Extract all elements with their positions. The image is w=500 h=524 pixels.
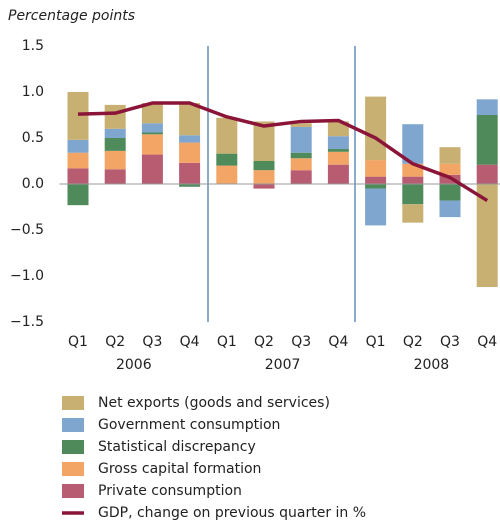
bar-segment: [365, 96, 387, 161]
bar-segment: [104, 169, 126, 184]
bar-segment: [402, 176, 424, 184]
x-group-label: 2006: [116, 357, 152, 373]
bar-segment: [290, 126, 312, 153]
legend-swatch: [62, 418, 84, 432]
bar-segment: [327, 136, 349, 150]
legend-label: Gross capital formation: [98, 461, 261, 477]
bar-segment: [67, 92, 89, 140]
bar-segment: [439, 184, 461, 201]
bar-segment: [179, 184, 201, 187]
x-group-label: 2008: [414, 357, 450, 373]
bar-segment: [67, 152, 89, 169]
bar-segment: [141, 132, 163, 135]
x-tick-label: Q2: [254, 334, 274, 350]
legend-label: Private consumption: [98, 483, 242, 499]
y-tick-label: −1.0: [10, 268, 44, 284]
bar-segment: [179, 162, 201, 184]
bar-segment: [476, 184, 498, 288]
y-axis-label: Percentage points: [8, 8, 135, 24]
bar-segment: [365, 188, 387, 226]
legend-swatch: [62, 484, 84, 498]
bar-segment: [327, 121, 349, 137]
bar-segment: [216, 165, 238, 184]
bar-segment: [141, 134, 163, 155]
bar-segment: [141, 123, 163, 133]
bar-segment: [67, 184, 89, 206]
bar-segment: [179, 135, 201, 143]
bar-segment: [179, 103, 201, 136]
bar-segment: [402, 184, 424, 205]
y-tick-label: −0.5: [10, 222, 44, 238]
bar-segment: [253, 121, 275, 161]
bar-segment: [253, 161, 275, 171]
x-tick-label: Q2: [403, 334, 423, 350]
legend-swatch: [62, 396, 84, 410]
bar-segment: [67, 139, 89, 153]
y-tick-label: 1.0: [22, 84, 44, 100]
bar-segment: [365, 176, 387, 184]
bar-segment: [476, 99, 498, 115]
legend-label: Net exports (goods and services): [98, 395, 330, 411]
bar-segment: [439, 147, 461, 164]
x-tick-label: Q1: [366, 334, 386, 350]
bar-segment: [141, 154, 163, 184]
x-tick-label: Q3: [291, 334, 311, 350]
bar-segment: [327, 164, 349, 184]
gdp-line: [77, 101, 489, 203]
y-tick-label: −1.5: [10, 314, 44, 330]
x-tick-label: Q1: [217, 334, 237, 350]
bar-segment: [327, 151, 349, 165]
x-tick-label: Q3: [142, 334, 162, 350]
legend-swatch: [62, 440, 84, 454]
y-tick-label: 0.5: [22, 130, 44, 146]
bar-segment: [365, 160, 387, 177]
bar-segment: [141, 103, 163, 124]
bar-segment: [253, 184, 275, 189]
bar-segment: [104, 128, 126, 138]
y-tick-label: 0.0: [22, 176, 44, 192]
bar-segment: [67, 168, 89, 184]
y-tick-label: 1.5: [22, 38, 44, 54]
bar-segment: [253, 170, 275, 184]
x-tick-label: Q4: [180, 334, 200, 350]
bar-segment: [402, 124, 424, 164]
x-tick-label: Q1: [68, 334, 88, 350]
bar-segment: [439, 163, 461, 175]
bar-segment: [290, 152, 312, 159]
x-group-label: 2007: [265, 357, 301, 373]
bar-segment: [327, 149, 349, 152]
bar-segment: [290, 123, 312, 127]
bar-segment: [216, 117, 238, 154]
bar-segment: [402, 204, 424, 223]
bar-segment: [290, 158, 312, 171]
legend-label: Government consumption: [98, 417, 280, 433]
bar-segment: [179, 142, 201, 163]
bar-segment: [439, 200, 461, 218]
bar-segment: [216, 153, 238, 166]
bar-segment: [476, 115, 498, 165]
x-tick-label: Q2: [105, 334, 125, 350]
x-tick-label: Q4: [477, 334, 497, 350]
bar-segment: [104, 150, 126, 170]
bar-segment: [290, 170, 312, 184]
legend-swatch: [62, 462, 84, 476]
bar-segment: [476, 164, 498, 184]
x-tick-label: Q3: [440, 334, 460, 350]
legend-label: GDP, change on previous quarter in %: [98, 505, 366, 521]
legend-label: Statistical discrepancy: [98, 439, 256, 455]
bar-segment: [365, 184, 387, 189]
bar-segment: [104, 104, 126, 129]
x-tick-label: Q4: [328, 334, 348, 350]
bar-segment: [104, 138, 126, 151]
